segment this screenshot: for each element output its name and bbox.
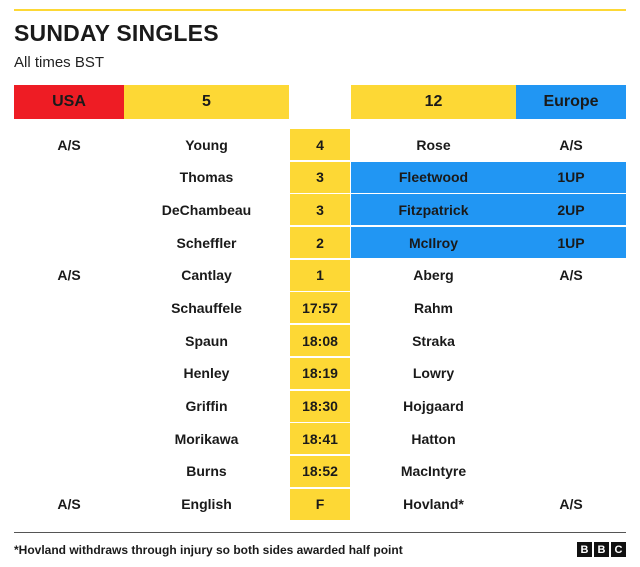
europe-player: Lowry	[412, 365, 455, 382]
europe-status: A/S	[559, 267, 583, 284]
europe-status	[516, 423, 626, 454]
usa-player: Cantlay	[181, 267, 232, 284]
match-status: 18:19	[290, 357, 350, 389]
europe-team-header: Europe	[516, 85, 626, 119]
usa-player: Scheffler	[176, 234, 237, 251]
top-rule	[14, 9, 626, 11]
europe-score: 12	[351, 85, 516, 119]
match-status: 18:30	[290, 390, 350, 422]
match-status: 2	[290, 227, 350, 259]
usa-status	[14, 292, 124, 323]
europe-player: Fitzpatrick	[351, 194, 516, 226]
europe-status	[516, 456, 626, 487]
match-status: F	[290, 488, 350, 520]
match-row: Griffin 18:30 Hojgaard	[14, 390, 626, 424]
bottom-rule	[14, 532, 626, 533]
europe-status: 1UP	[516, 227, 626, 259]
usa-player: Henley	[183, 365, 230, 382]
europe-player: Hatton	[411, 430, 456, 447]
usa-status	[14, 162, 124, 193]
usa-status	[14, 423, 124, 454]
match-row: A/S Cantlay 1 Aberg A/S	[14, 259, 626, 293]
europe-player: Hovland*	[403, 496, 464, 513]
page-subtitle: All times BST	[14, 54, 105, 71]
europe-status	[516, 358, 626, 389]
usa-status	[14, 194, 124, 225]
footnote: *Hovland withdraws through injury so bot…	[14, 543, 403, 557]
match-row: Henley 18:19 Lowry	[14, 357, 626, 391]
usa-player: Griffin	[185, 398, 228, 414]
usa-player: English	[181, 496, 232, 513]
match-row: A/S English F Hovland* A/S	[14, 488, 626, 522]
europe-player: McIlroy	[351, 227, 516, 259]
logo-letter: B	[594, 542, 609, 557]
match-row: Spaun 18:08 Straka	[14, 325, 626, 358]
europe-player: Hojgaard	[403, 398, 464, 414]
europe-player: MacIntyre	[400, 463, 467, 480]
europe-status: A/S	[559, 496, 583, 513]
usa-status	[14, 227, 124, 258]
europe-status	[516, 391, 626, 422]
match-row: A/S Young 4 Rose A/S	[14, 129, 626, 162]
usa-status	[14, 391, 124, 422]
europe-player: Rahm	[414, 299, 453, 316]
usa-player: Morikawa	[174, 430, 239, 447]
match-status: 18:52	[290, 455, 350, 487]
usa-player: Thomas	[179, 169, 234, 186]
match-status: 3	[290, 161, 350, 193]
match-row: Schauffele 17:57 Rahm	[14, 292, 626, 325]
europe-status	[516, 325, 626, 356]
match-row: Thomas 3 Fleetwood 1UP	[14, 161, 626, 195]
usa-status	[14, 456, 124, 487]
match-status: 4	[290, 129, 350, 160]
usa-player: Schauffele	[171, 299, 242, 316]
page-title: SUNDAY SINGLES	[14, 20, 219, 46]
europe-status: 1UP	[516, 161, 626, 193]
match-row: Morikawa 18:41 Hatton	[14, 423, 626, 456]
logo-letter: B	[577, 542, 592, 557]
europe-player: Straka	[412, 332, 455, 349]
europe-player: Aberg	[413, 267, 454, 284]
usa-player: Burns	[186, 463, 227, 480]
match-row: DeChambeau 3 Fitzpatrick 2UP	[14, 194, 626, 227]
usa-status	[14, 325, 124, 356]
match-row: Scheffler 2 McIlroy 1UP	[14, 227, 626, 260]
match-status: 17:57	[290, 292, 350, 324]
match-status: 18:08	[290, 325, 350, 357]
europe-status: 2UP	[516, 194, 626, 226]
match-status: 3	[290, 194, 350, 226]
usa-status: A/S	[57, 136, 81, 153]
usa-status: A/S	[57, 267, 81, 284]
usa-player: Young	[185, 136, 228, 153]
match-status: 18:41	[290, 423, 350, 455]
match-status: 1	[290, 259, 350, 291]
europe-player: Fleetwood	[351, 161, 516, 193]
match-row: Burns 18:52 MacIntyre	[14, 455, 626, 489]
usa-player: Spaun	[185, 332, 228, 349]
match-list: A/S Young 4 Rose A/S Thomas 3 Fleetwood 1UP DeCha…	[14, 129, 626, 521]
usa-player: DeChambeau	[161, 201, 252, 218]
logo-letter: C	[611, 542, 626, 557]
usa-score: 5	[124, 85, 289, 119]
europe-status	[516, 292, 626, 323]
usa-team-header: USA	[14, 85, 124, 119]
europe-status: A/S	[559, 136, 583, 153]
usa-status: A/S	[57, 496, 81, 513]
usa-status	[14, 358, 124, 389]
bbc-logo: B B C	[577, 542, 626, 557]
europe-player: Rose	[416, 136, 451, 153]
